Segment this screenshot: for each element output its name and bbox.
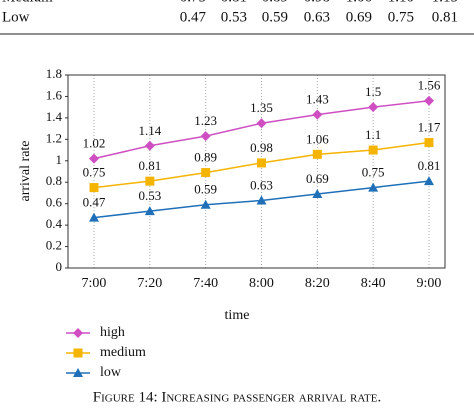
data-label: 1.17 — [418, 120, 441, 135]
data-point — [424, 176, 434, 186]
x-tick-label: 8:40 — [361, 276, 386, 291]
data-label: 0.81 — [138, 158, 161, 173]
data-point — [312, 189, 323, 199]
y-tick-label: 1 — [56, 152, 63, 167]
legend-label: low — [100, 365, 122, 380]
data-label: 0.75 — [362, 165, 385, 180]
y-tick-label: 1.4 — [46, 109, 63, 124]
data-label: 1.43 — [306, 92, 329, 107]
data-label: 1.35 — [250, 100, 273, 115]
data-point — [368, 102, 379, 113]
data-label: 1.56 — [418, 78, 441, 93]
data-point — [144, 206, 155, 216]
data-label: 1.1 — [365, 127, 381, 142]
legend-label: medium — [100, 345, 146, 360]
plot-frame — [67, 74, 446, 269]
data-label: 1.14 — [138, 123, 161, 138]
data-label: 0.69 — [306, 171, 329, 186]
data-point — [312, 149, 322, 159]
legend-marker — [73, 368, 83, 377]
table-cell: 0.89 — [262, 0, 288, 5]
table-cell: 1.10 — [388, 0, 414, 5]
x-tick-label: 8:00 — [249, 276, 274, 291]
y-tick-label: 0 — [56, 259, 63, 274]
x-tick-label: 7:40 — [193, 276, 218, 291]
table-cell: 0.81 — [221, 0, 247, 5]
y-tick-label: 0.2 — [46, 238, 62, 253]
data-point — [368, 145, 378, 155]
y-tick-label: 1.8 — [46, 66, 62, 81]
x-tick-label: 7:20 — [137, 276, 162, 291]
legend-marker — [73, 348, 83, 358]
y-axis-label: arrival rate — [18, 140, 33, 201]
data-point — [368, 182, 379, 192]
table-cell: 0.69 — [346, 9, 372, 25]
data-point — [89, 212, 99, 222]
data-label: 1.02 — [83, 136, 106, 151]
legend-marker — [73, 328, 83, 338]
data-point — [312, 109, 323, 120]
data-point — [144, 140, 155, 151]
x-axis-label: time — [225, 308, 250, 323]
y-tick-label: 1.2 — [46, 130, 62, 145]
data-point — [89, 183, 99, 193]
table-cell: 0.47 — [180, 9, 207, 25]
x-tick-label: 7:00 — [82, 276, 107, 291]
table-cell: 1.06 — [346, 0, 373, 5]
data-point — [256, 118, 267, 129]
table-cell: 0.81 — [432, 9, 458, 25]
table-cell: 0.75 — [388, 9, 414, 25]
data-point — [201, 168, 211, 178]
table-cell: 0.98 — [304, 0, 330, 5]
data-label: 0.53 — [138, 188, 161, 203]
data-label: 0.47 — [83, 195, 106, 210]
data-label: 0.81 — [418, 158, 441, 173]
x-tick-label: 9:00 — [417, 276, 442, 291]
data-label: 0.63 — [250, 177, 273, 192]
y-tick-label: 0.8 — [46, 173, 62, 188]
table-cell: 0.63 — [304, 9, 330, 25]
legend-label: high — [100, 325, 125, 340]
x-tick-label: 8:20 — [305, 276, 330, 291]
y-tick-label: 0.6 — [46, 195, 63, 210]
table-cell: 0.75 — [180, 0, 206, 5]
data-label: 1.5 — [365, 84, 381, 99]
caption: Figure 14: Increasing passenger arrival … — [93, 389, 381, 405]
data-label: 0.59 — [194, 182, 217, 197]
data-point — [200, 199, 211, 209]
data-point — [89, 153, 99, 164]
data-point — [424, 95, 434, 106]
data-label: 0.89 — [194, 150, 217, 165]
data-label: 0.75 — [83, 165, 106, 180]
data-label: 1.06 — [306, 131, 329, 146]
data-point — [257, 158, 266, 168]
data-point — [256, 195, 267, 205]
data-point — [424, 138, 434, 148]
data-point — [145, 176, 155, 186]
data-label: 1.23 — [194, 113, 217, 128]
row-label: Low — [2, 9, 30, 25]
data-point — [200, 131, 211, 142]
table-cell: 0.59 — [262, 9, 288, 25]
table-cell: 0.53 — [221, 9, 247, 25]
row-label: Medium — [2, 0, 53, 5]
table-cell: 1.15 — [432, 0, 458, 5]
data-label: 0.98 — [250, 140, 273, 155]
y-tick-label: 1.6 — [46, 87, 63, 102]
y-tick-label: 0.4 — [46, 216, 63, 231]
